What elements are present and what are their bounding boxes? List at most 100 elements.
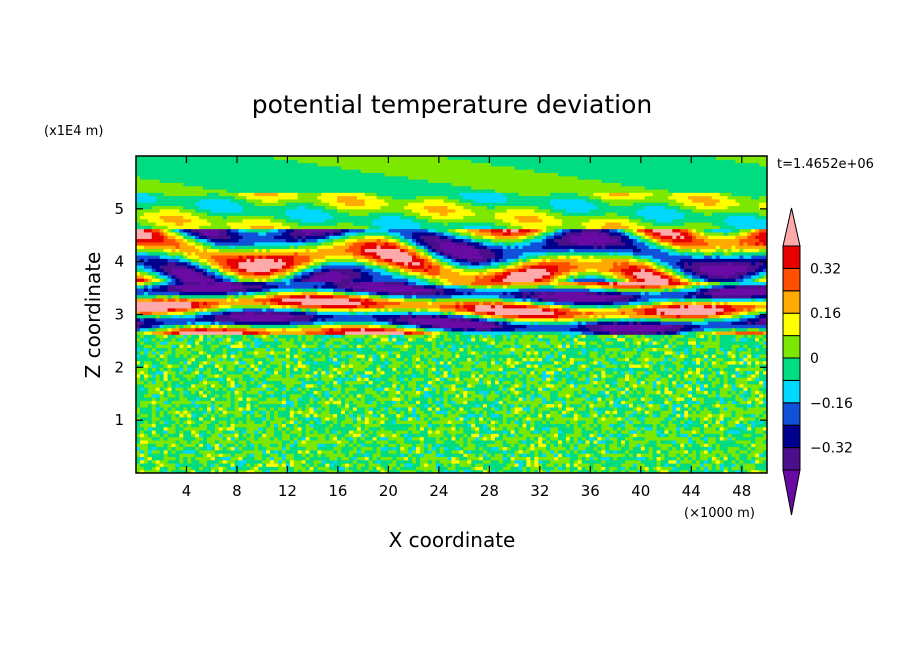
field-cell: [384, 449, 389, 454]
field-cell: [246, 406, 251, 411]
field-cell: [313, 380, 318, 385]
field-cell: [747, 426, 752, 431]
field-cell: [171, 410, 176, 415]
field-cell: [376, 370, 382, 375]
field-cell: [400, 453, 405, 457]
field-cell: [625, 397, 630, 401]
field-cell: [222, 463, 228, 467]
field-cell: [171, 433, 176, 438]
field-cell: [384, 406, 389, 411]
field-cell: [747, 370, 752, 375]
field-cell: [262, 443, 267, 448]
field-cell: [352, 403, 358, 408]
field-cell: [238, 469, 243, 473]
field-cell: [483, 456, 488, 461]
field-cell: [435, 370, 441, 375]
field-cell: [427, 406, 433, 411]
field-cell: [341, 469, 346, 473]
field-cell: [632, 446, 638, 451]
field-cell: [321, 390, 326, 395]
field-cell: [301, 469, 307, 473]
field-cell: [431, 413, 437, 418]
field-cell: [155, 439, 161, 444]
field-cell: [281, 456, 287, 461]
field-cell: [230, 430, 236, 434]
field-cell: [763, 463, 767, 467]
field-cell: [573, 400, 579, 405]
field-cell: [471, 406, 476, 411]
field-cell: [305, 456, 311, 461]
field-cell: [494, 420, 500, 424]
field-cell: [400, 370, 405, 375]
field-cell: [285, 426, 291, 431]
field-cell: [364, 393, 370, 398]
field-cell: [151, 430, 157, 434]
field-cell: [443, 443, 449, 448]
field-cell: [680, 426, 685, 431]
field-cell: [463, 416, 468, 421]
field-cell: [648, 393, 654, 398]
field-cell: [538, 459, 543, 464]
field-cell: [293, 403, 299, 408]
field-cell: [179, 463, 184, 467]
field-cell: [360, 373, 366, 378]
field-cell: [277, 436, 283, 441]
field-cell: [565, 406, 571, 411]
field-cell: [621, 403, 626, 408]
field-cell: [151, 463, 157, 467]
field-cell: [384, 423, 389, 428]
field-cell: [408, 400, 413, 405]
field-cell: [735, 443, 740, 448]
field-cell: [171, 420, 176, 424]
field-cell: [155, 380, 161, 385]
field-cell: [585, 430, 591, 434]
field-cell: [352, 373, 358, 378]
field-cell: [242, 449, 247, 454]
field-cell: [696, 436, 701, 441]
field-cell: [719, 416, 725, 421]
field-cell: [755, 463, 760, 467]
field-cell: [494, 426, 500, 431]
field-cell: [447, 463, 452, 467]
field-cell: [352, 433, 358, 438]
field-cell: [621, 469, 626, 473]
field-cell: [250, 413, 255, 418]
field-cell: [396, 449, 401, 454]
field-cell: [337, 373, 342, 378]
field-cell: [490, 406, 496, 411]
field-cell: [692, 430, 697, 434]
field-cell: [652, 400, 658, 405]
field-cell: [557, 469, 563, 473]
field-cell: [731, 423, 736, 428]
field-cell: [628, 430, 634, 434]
field-cell: [388, 456, 393, 461]
field-cell: [305, 443, 311, 448]
field-cell: [475, 446, 480, 451]
field-cell: [621, 393, 626, 398]
field-cell: [289, 406, 295, 411]
field-cell: [396, 400, 401, 405]
field-cell: [727, 406, 732, 411]
field-cell: [242, 426, 247, 431]
field-cell: [455, 466, 460, 471]
field-cell: [151, 426, 157, 431]
field-cell: [163, 469, 169, 473]
field-cell: [419, 446, 425, 451]
field-cell: [431, 426, 437, 431]
field-cell: [360, 400, 366, 405]
field-cell: [494, 449, 500, 454]
field-cell: [471, 370, 476, 375]
field-cell: [364, 439, 370, 444]
field-cell: [648, 446, 654, 451]
field-cell: [617, 403, 622, 408]
field-cell: [372, 416, 378, 421]
field-cell: [719, 446, 725, 451]
field-cell: [163, 367, 169, 372]
field-cell: [179, 403, 184, 408]
field-cell: [471, 400, 476, 405]
field-cell: [703, 426, 709, 431]
field-cell: [751, 416, 756, 421]
field-cell: [577, 449, 583, 454]
field-cell: [317, 469, 322, 473]
field-cell: [337, 397, 342, 401]
